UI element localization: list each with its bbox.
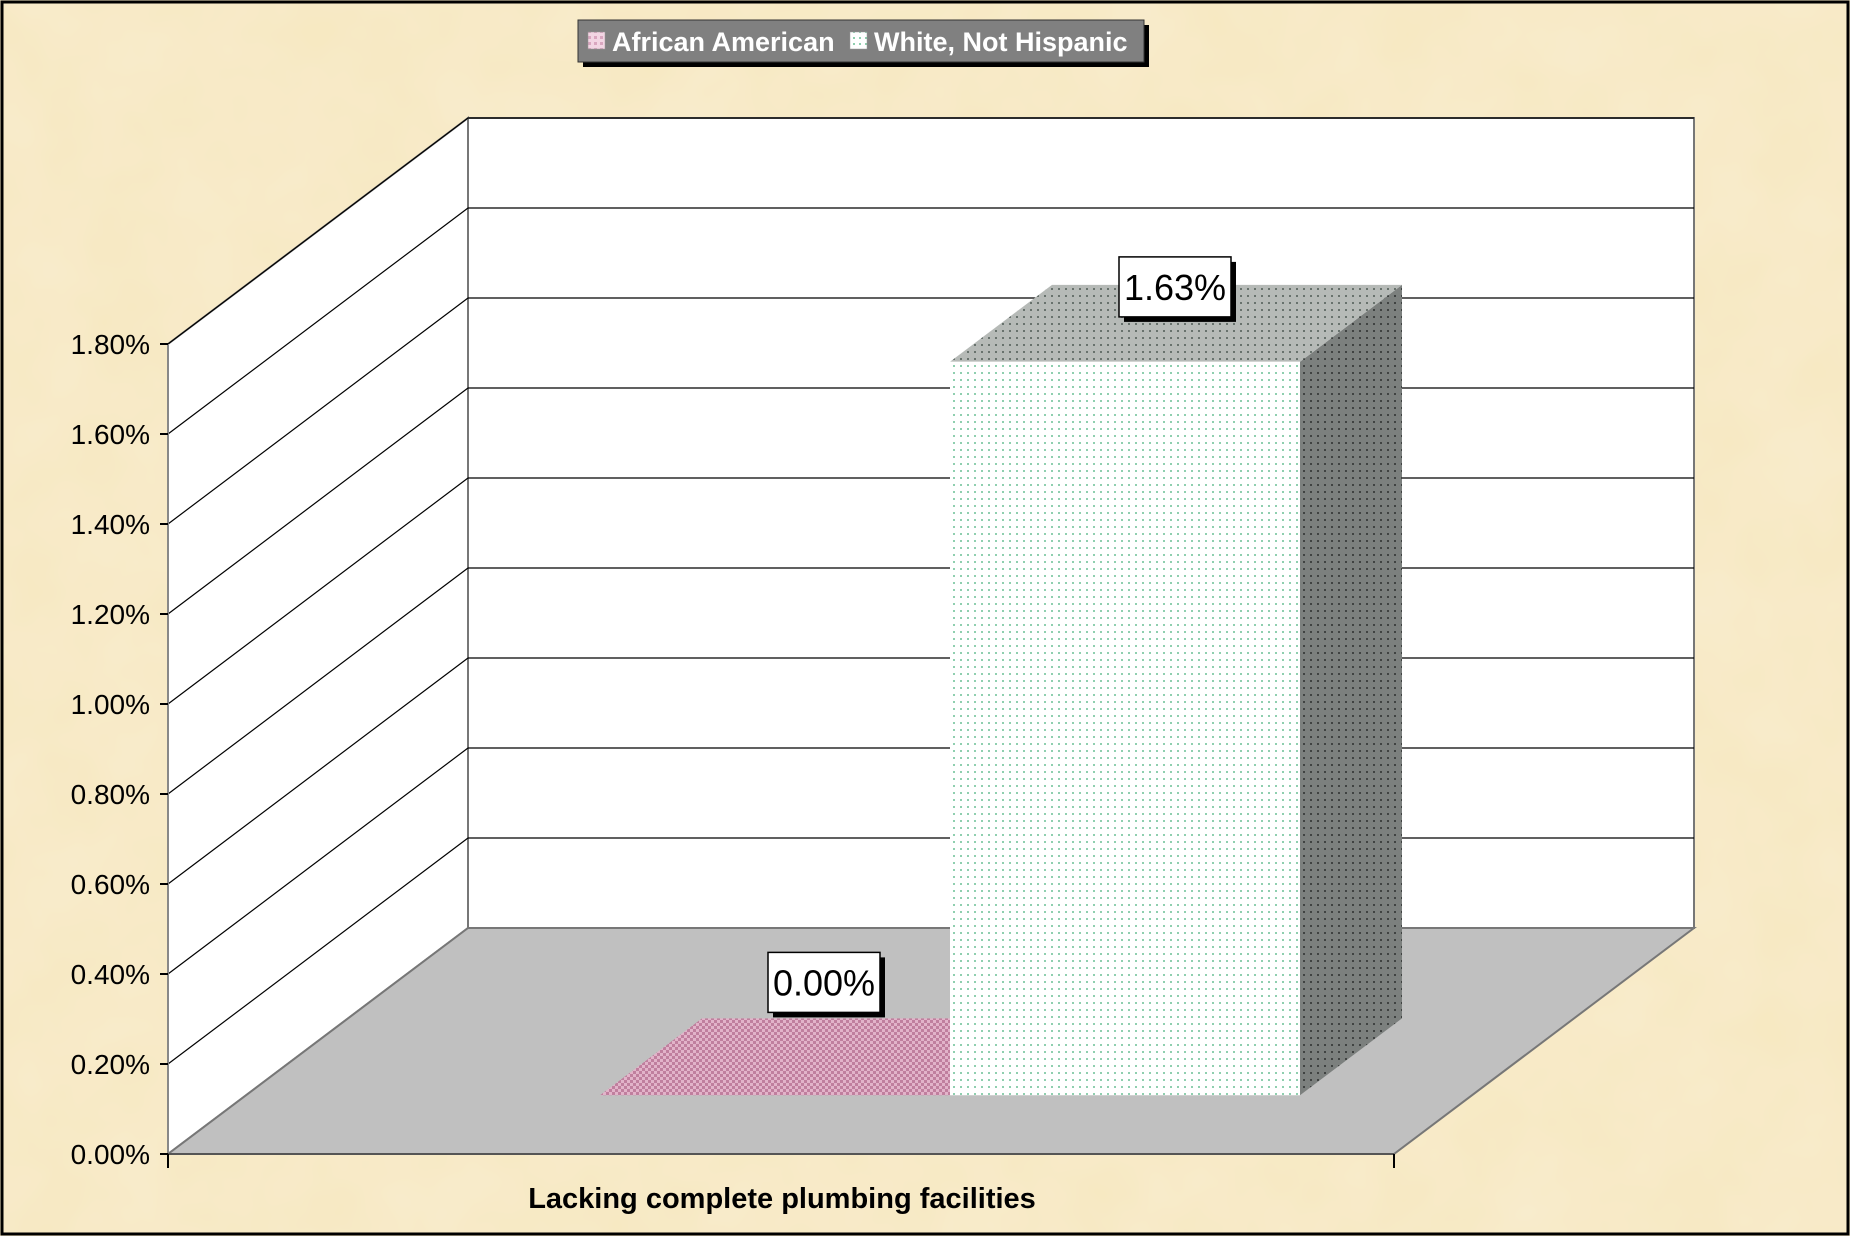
legend: African American White, Not Hispanic [577, 19, 1149, 67]
y-tick-label: 0.40% [71, 959, 150, 990]
gridline-side [167, 747, 469, 975]
gridline-side [167, 567, 469, 795]
gridline-side [167, 387, 469, 615]
gridline-side [167, 837, 469, 1065]
y-tick-label: 0.20% [71, 1049, 150, 1080]
data-labels: 0.00% 1.63% [767, 256, 1236, 1018]
gridline-side [167, 297, 469, 525]
bar-top-white-not-hispanic [950, 284, 1402, 362]
bar-side-white-not-hispanic [1300, 284, 1402, 1096]
bar-top-african-american [600, 1018, 1052, 1096]
legend-label: African American [612, 27, 835, 57]
gridline-side [167, 117, 469, 345]
y-tick-label: 1.20% [71, 599, 150, 630]
y-axis-ticks: 0.00% 0.20% 0.40% 0.60% 0.80% 1.00% 1.20% 1.40%… [71, 329, 169, 1170]
data-label-box: 0.00% [767, 951, 885, 1018]
y-tick-label: 1.60% [71, 419, 150, 450]
bar-african-american [600, 1018, 1052, 1096]
legend-swatch [587, 31, 606, 50]
legend-label: White, Not Hispanic [874, 27, 1128, 57]
gridline-side [167, 207, 469, 435]
x-axis: Lacking complete plumbing facilities [167, 1153, 1395, 1215]
legend-entry: African American [587, 27, 835, 57]
y-tick-label: 0.00% [71, 1139, 150, 1170]
x-category-label: Lacking complete plumbing facilities [528, 1183, 1036, 1215]
legend-entry: White, Not Hispanic [849, 27, 1128, 57]
bars [600, 284, 1402, 1096]
gridline-side [167, 657, 469, 885]
bar-front-white-not-hispanic [950, 361, 1300, 1096]
y-tick-label: 1.80% [71, 329, 150, 360]
y-tick-label: 0.80% [71, 779, 150, 810]
bar-white-not-hispanic [950, 284, 1402, 1096]
y-tick-label: 0.60% [71, 869, 150, 900]
data-label-box: 1.63% [1118, 256, 1236, 322]
gridline-side [167, 477, 469, 705]
data-label: 0.00% [773, 962, 875, 1003]
data-label: 1.63% [1124, 267, 1226, 308]
y-tick-label: 1.00% [71, 689, 150, 720]
y-tick-label: 1.40% [71, 509, 150, 540]
legend-swatch [849, 31, 868, 50]
